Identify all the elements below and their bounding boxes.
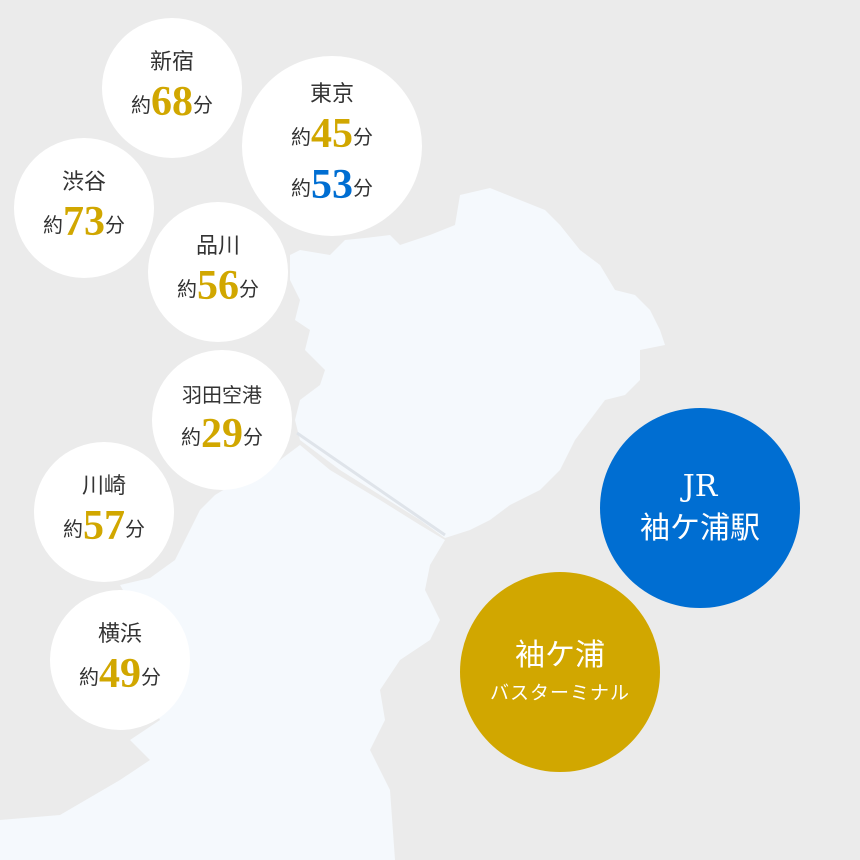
prefix: 約	[291, 176, 311, 200]
origin-sodegaura-bus-terminal: 袖ケ浦 バスターミナル	[460, 572, 660, 772]
prefix: 約	[177, 276, 197, 301]
unit: 分	[141, 664, 161, 689]
origin-jr-sodegaura-station: JR 袖ケ浦駅	[600, 408, 800, 608]
origin-line2: バスターミナル	[489, 682, 630, 704]
travel-time-alt: 53	[311, 162, 353, 208]
prefix: 約	[79, 664, 99, 689]
travel-time: 68	[151, 78, 193, 125]
prefix: 約	[63, 516, 83, 541]
destination-name: 東京	[309, 82, 354, 107]
travel-time: 73	[63, 198, 105, 245]
aqua-line-route	[296, 431, 446, 537]
travel-time: 57	[83, 502, 125, 549]
destination-shibuya: 渋谷 約73分	[14, 138, 154, 278]
unit: 分	[353, 176, 373, 200]
unit: 分	[239, 276, 259, 301]
destination-name: 羽田空港	[182, 382, 262, 407]
destination-name: 渋谷	[61, 169, 106, 195]
origin-line1: 袖ケ浦	[515, 638, 605, 673]
destination-kawasaki: 川崎 約57分	[34, 442, 174, 582]
land-south	[0, 445, 445, 860]
travel-time: 29	[201, 410, 243, 457]
unit: 分	[243, 424, 263, 449]
unit: 分	[193, 92, 213, 117]
destination-haneda: 羽田空港 約29分	[152, 350, 292, 490]
unit: 分	[125, 516, 145, 541]
destination-name: 横浜	[97, 621, 142, 647]
destination-name: 川崎	[81, 473, 126, 499]
prefix: 約	[291, 125, 311, 149]
prefix: 約	[131, 92, 151, 117]
unit: 分	[105, 212, 125, 237]
land-north	[290, 188, 665, 538]
destination-name: 新宿	[149, 49, 194, 75]
origin-line2: 袖ケ浦駅	[640, 511, 760, 546]
unit: 分	[353, 125, 373, 149]
destination-tokyo: 東京 約45分 約53分	[242, 56, 422, 236]
destination-name: 品川	[195, 233, 240, 259]
destination-shinagawa: 品川 約56分	[148, 202, 288, 342]
prefix: 約	[43, 212, 63, 237]
prefix: 約	[181, 424, 201, 449]
destination-yokohama: 横浜 約49分	[50, 590, 190, 730]
origin-line1: JR	[682, 469, 718, 504]
travel-time: 56	[197, 262, 239, 309]
destination-shinjuku: 新宿 約68分	[102, 18, 242, 158]
travel-time: 45	[311, 111, 353, 157]
travel-time: 49	[99, 650, 141, 697]
